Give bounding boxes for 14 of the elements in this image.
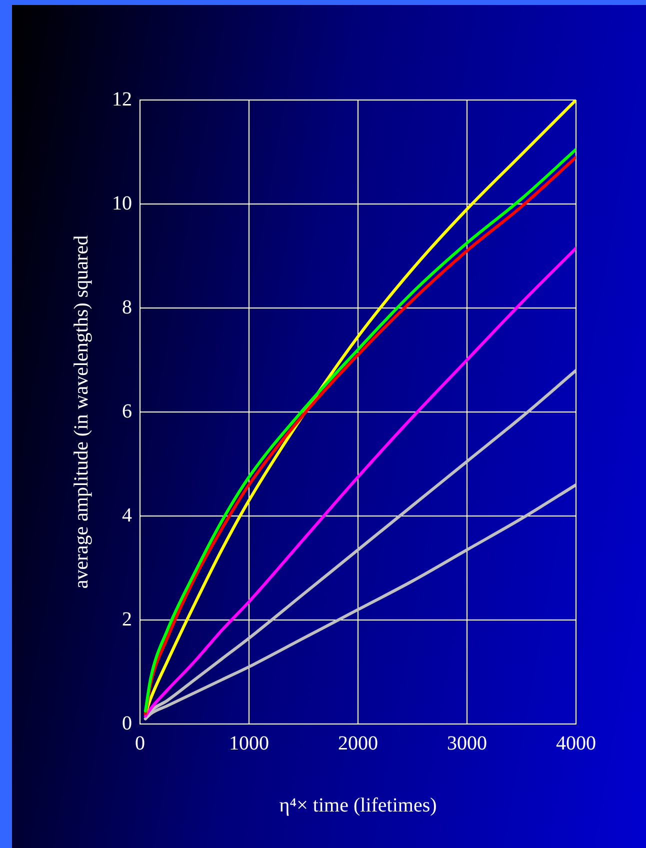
x-tick-label: 1000 [229,732,269,754]
y-tick-label: 0 [122,712,132,734]
x-tick-label: 2000 [338,732,378,754]
y-axis-title: average amplitude (in wavelengths) squared [70,235,92,589]
x-tick-label: 4000 [556,732,596,754]
y-tick-label: 12 [112,88,132,110]
x-tick-label: 3000 [447,732,487,754]
y-tick-label: 6 [122,400,132,422]
y-tick-label: 2 [122,608,132,630]
line-series [144,246,576,718]
y-tick-label: 4 [122,504,132,526]
y-tick-label: 10 [112,192,132,214]
y-tick-label: 8 [122,296,132,318]
x-axis-title: η⁴× time (lifetimes) [279,794,437,816]
